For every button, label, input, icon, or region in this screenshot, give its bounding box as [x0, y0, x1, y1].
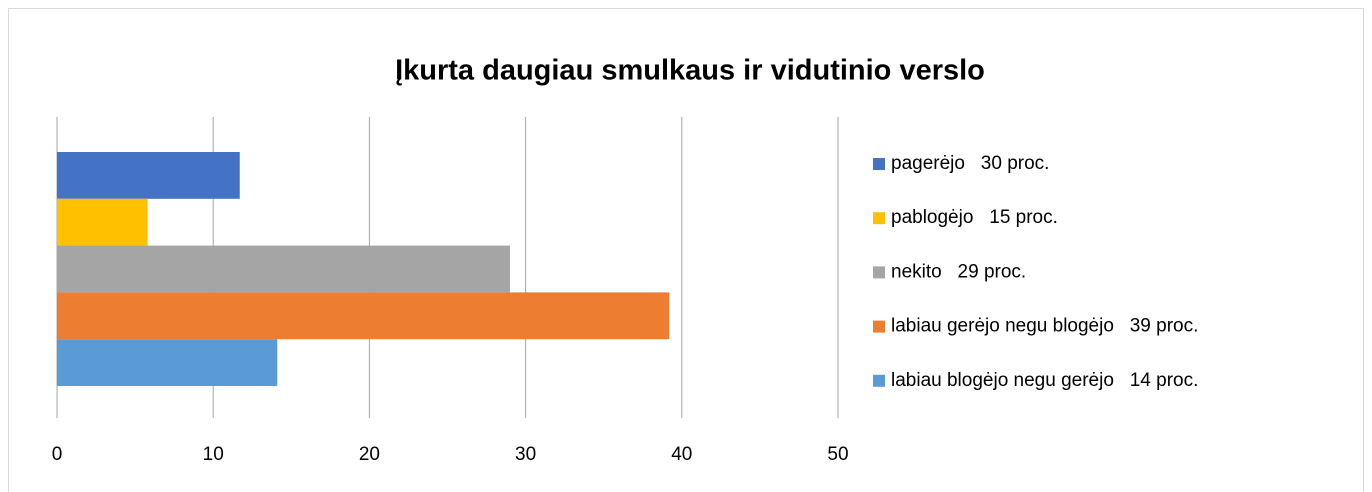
legend-label: pablogėjo 15 proc. [891, 207, 1058, 228]
legend-swatch [873, 212, 885, 225]
legend-swatch [873, 158, 885, 170]
x-tick-label: 0 [52, 444, 63, 465]
bar [57, 152, 240, 199]
x-tick-label: 10 [203, 444, 224, 465]
legend-swatch [873, 374, 885, 387]
legend-label: labiau gerėjo negu blogėjo 39 proc. [891, 316, 1198, 337]
x-tick-label: 50 [827, 444, 848, 465]
bar [57, 292, 670, 340]
x-tick-label: 20 [359, 444, 380, 465]
x-tick-label: 30 [515, 444, 536, 465]
legend-label: pagerėjo 30 proc. [891, 153, 1049, 174]
legend-swatch [873, 266, 885, 279]
x-tick-label: 40 [671, 444, 692, 465]
bar [57, 198, 148, 246]
legend-swatch [873, 320, 885, 333]
chart-title: Įkurta daugiau smulkaus ir vidutinio ver… [395, 55, 985, 87]
legend-label: nekito 29 proc. [891, 261, 1026, 282]
bar [57, 339, 278, 386]
legend-label: labiau blogėjo negu gerėjo 14 proc. [891, 370, 1198, 391]
bar [57, 245, 510, 293]
